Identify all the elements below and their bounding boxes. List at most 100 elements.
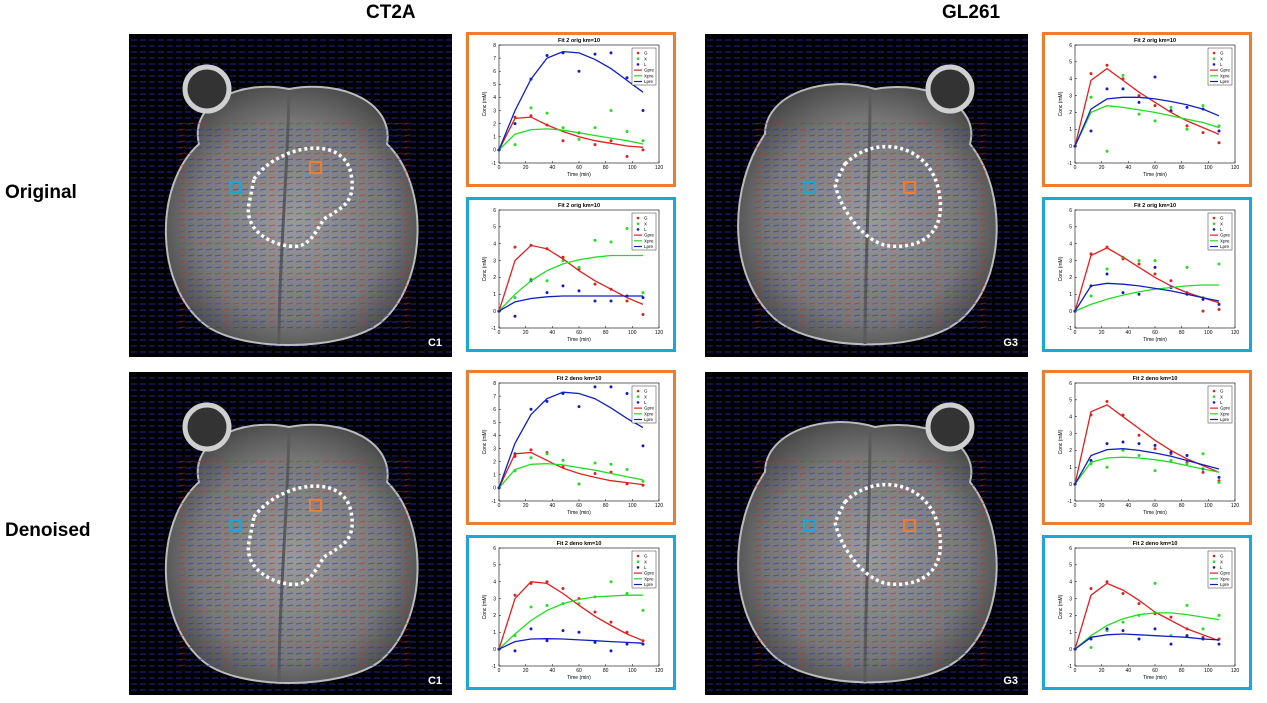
data-point-G bbox=[609, 139, 613, 143]
legend-marker-X bbox=[636, 222, 640, 225]
data-point-L bbox=[1137, 292, 1141, 296]
data-point-L bbox=[1153, 443, 1157, 447]
y-tick-label: -1 bbox=[1068, 499, 1073, 505]
data-point-G bbox=[593, 471, 597, 475]
mri-gl261-denoised: G3 bbox=[705, 372, 1028, 695]
x-axis-label: Time (min) bbox=[1143, 510, 1167, 516]
y-axis-label: Conc (mM) bbox=[1058, 91, 1064, 116]
data-point-G bbox=[1089, 586, 1093, 590]
roi-orange-box bbox=[309, 499, 322, 512]
legend-label-G: G bbox=[644, 389, 648, 394]
chart-title: Fit 2 orig km=10 bbox=[1134, 38, 1176, 44]
y-tick-label: 3 bbox=[1069, 596, 1072, 602]
chart-title: Fit 2 deno km=10 bbox=[557, 376, 602, 382]
x-tick-label: 40 bbox=[1126, 330, 1132, 336]
data-point-G bbox=[1201, 309, 1205, 313]
y-tick-label: 1 bbox=[493, 630, 496, 636]
y-tick-label: 6 bbox=[1069, 546, 1072, 552]
chart-title: Fit 2 deno km=10 bbox=[557, 541, 602, 547]
x-tick-label: 100 bbox=[628, 503, 637, 509]
y-tick-label: 1 bbox=[493, 292, 496, 298]
data-point-G bbox=[1153, 447, 1157, 451]
x-tick-label: 60 bbox=[1152, 330, 1158, 336]
data-point-G bbox=[1137, 94, 1141, 98]
chart-panel-gl261-orig-blue: Fit 2 orig km=10 0 20 40 60 80 100 120 -1 0 1 2 3 4 5 6… bbox=[1042, 197, 1252, 352]
data-point-L bbox=[561, 284, 565, 288]
data-point-X bbox=[625, 130, 629, 134]
y-tick-label: 3 bbox=[1069, 258, 1072, 264]
legend-label-Gpre: Gpre bbox=[1220, 571, 1231, 576]
legend-label-L: L bbox=[644, 565, 647, 570]
data-point-L bbox=[641, 444, 645, 448]
data-point-G bbox=[1217, 141, 1221, 145]
x-tick-label: 40 bbox=[1126, 165, 1132, 171]
data-point-G bbox=[1105, 63, 1109, 67]
data-point-L bbox=[1089, 129, 1093, 133]
data-point-L bbox=[1217, 475, 1221, 479]
y-axis-label: Conc (mM) bbox=[1058, 429, 1064, 454]
mri-ct2a-original: C1 bbox=[129, 34, 452, 357]
data-point-L bbox=[577, 289, 581, 293]
data-point-L bbox=[1121, 629, 1125, 633]
legend-label-L: L bbox=[1220, 227, 1223, 232]
y-tick-label: -1 bbox=[1068, 161, 1073, 167]
mri-brain-image bbox=[131, 377, 452, 691]
mri-gl261-original: G3 bbox=[705, 34, 1028, 357]
data-point-L bbox=[609, 385, 613, 389]
x-tick-label: 100 bbox=[628, 330, 637, 336]
legend-label-X: X bbox=[1220, 559, 1223, 564]
y-tick-label: 1 bbox=[1069, 630, 1072, 636]
data-point-G bbox=[1185, 124, 1189, 128]
series-line-Lpre bbox=[498, 50, 644, 151]
data-point-L bbox=[641, 109, 645, 113]
data-point-X bbox=[625, 592, 629, 596]
x-tick-label: 60 bbox=[1152, 503, 1158, 509]
y-tick-label: 6 bbox=[1069, 208, 1072, 214]
legend-label-L: L bbox=[644, 400, 647, 405]
x-tick-label: 120 bbox=[1231, 330, 1240, 336]
legend-label-Gpre: Gpre bbox=[644, 571, 655, 576]
legend-label-L: L bbox=[644, 62, 647, 67]
data-point-G bbox=[1137, 262, 1141, 266]
x-tick-label: 100 bbox=[1204, 668, 1213, 674]
chart-title: Fit 2 orig km=10 bbox=[558, 203, 600, 209]
x-tick-label: 100 bbox=[1204, 330, 1213, 336]
legend-label-G: G bbox=[1220, 51, 1224, 56]
x-tick-label: 100 bbox=[1204, 165, 1213, 171]
data-point-L bbox=[1137, 442, 1141, 446]
legend-marker-L bbox=[1212, 228, 1216, 231]
x-tick-label: 0 bbox=[498, 165, 501, 171]
roi-orange-box bbox=[903, 181, 916, 194]
data-point-G bbox=[1105, 400, 1109, 404]
x-tick-label: 0 bbox=[498, 503, 501, 509]
series-line-Lpre bbox=[498, 391, 644, 489]
data-point-G bbox=[625, 299, 629, 303]
series-line-Xpre bbox=[1074, 105, 1220, 147]
data-point-X bbox=[1105, 149, 1109, 153]
data-point-X bbox=[593, 238, 597, 242]
chart-panel-gl261-deno-orange: Fit 2 deno km=10 0 20 40 60 80 100 120 -1 0 1 2 3 4 5 6… bbox=[1042, 370, 1252, 525]
legend-label-Lpre: Lpre bbox=[644, 582, 654, 587]
legend-label-X: X bbox=[1220, 56, 1223, 61]
legend-label-Xpre: Xpre bbox=[1220, 238, 1230, 243]
data-point-X bbox=[545, 279, 549, 283]
legend-marker-L bbox=[636, 63, 640, 66]
y-tick-label: -1 bbox=[492, 664, 497, 670]
y-tick-label: 6 bbox=[493, 407, 496, 413]
data-point-X bbox=[513, 143, 517, 147]
data-point-G bbox=[1105, 580, 1109, 584]
y-axis-label: Conc (mM) bbox=[482, 429, 488, 454]
tumor-outline bbox=[833, 144, 943, 248]
legend-label-Xpre: Xpre bbox=[644, 73, 654, 78]
brain-outline bbox=[164, 85, 419, 346]
data-point-X bbox=[1185, 265, 1189, 269]
roi-blue-box bbox=[803, 519, 816, 532]
data-point-G bbox=[1217, 307, 1221, 311]
y-tick-label: 1 bbox=[493, 135, 496, 141]
data-point-X bbox=[561, 126, 565, 130]
data-point-L bbox=[561, 629, 565, 633]
legend-label-L: L bbox=[644, 227, 647, 232]
